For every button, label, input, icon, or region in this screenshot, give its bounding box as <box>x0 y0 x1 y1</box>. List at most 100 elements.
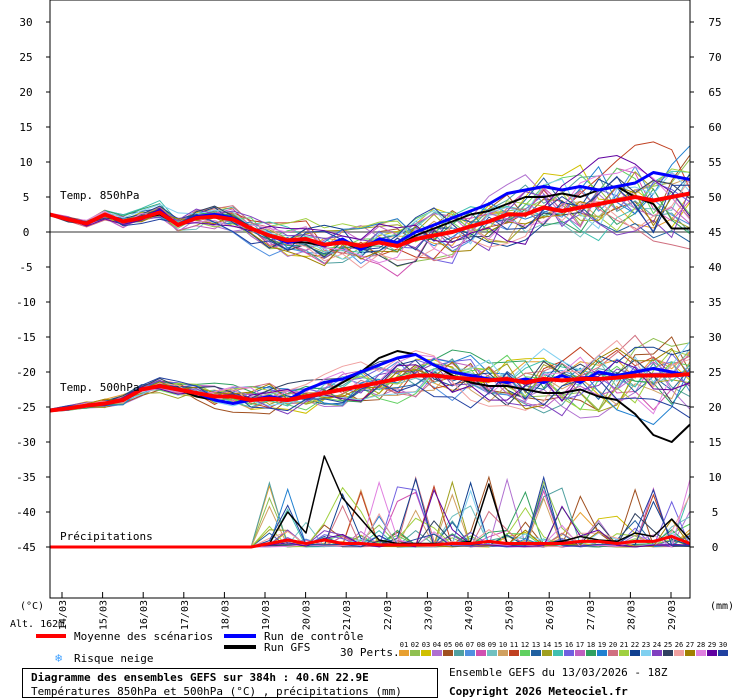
chart-axes: 302520151050-5-10-15-20-25-30-35-40-45(°… <box>10 0 734 630</box>
legend-pert-swatch <box>597 650 607 656</box>
x-tick-label: 29/03 <box>667 600 678 630</box>
left-tick-label: 0 <box>23 226 30 239</box>
pert-line-500 <box>49 359 691 411</box>
mean-line-precip <box>50 535 691 549</box>
legend-pert-swatch <box>399 650 409 656</box>
legend-pert-swatch <box>421 650 431 656</box>
legend-pert-swatch <box>685 650 695 656</box>
left-tick-label: -10 <box>16 296 36 309</box>
x-tick-label: 28/03 <box>626 600 637 630</box>
left-tick-label: -30 <box>16 436 36 449</box>
legend-pert-number: 15 <box>554 641 562 649</box>
left-tick-label: -35 <box>16 471 36 484</box>
x-tick-label: 21/03 <box>342 600 353 630</box>
pert-line-850 <box>49 170 691 253</box>
legend-control-label: Run de contrôle <box>264 630 363 643</box>
legend-pert-swatch <box>542 650 552 656</box>
altitude-label: Alt. 162m <box>10 619 64 630</box>
legend-pert-number: 02 <box>411 641 419 649</box>
x-tick-label: 18/03 <box>220 600 231 630</box>
pert-line-850 <box>49 158 691 267</box>
legend-pert-number: 27 <box>686 641 694 649</box>
legend-pert-swatch <box>652 650 662 656</box>
legend-pert-swatch <box>619 650 629 656</box>
legend-pert-swatch <box>674 650 684 656</box>
legend-gfs-label: Run GFS <box>264 641 310 654</box>
legend-pert-number: 17 <box>576 641 584 649</box>
right-tick-label: 10 <box>708 471 721 484</box>
legend-pert-number: 09 <box>488 641 496 649</box>
right-tick-label: 75 <box>708 16 721 29</box>
mean-line-850 <box>49 191 691 248</box>
right-tick-label: 65 <box>708 86 721 99</box>
x-tick-label: 25/03 <box>505 600 516 630</box>
legend-pert-number: 06 <box>455 641 463 649</box>
legend-pert-swatch <box>498 650 508 656</box>
right-tick-label: 70 <box>708 51 721 64</box>
legend-pert-number: 29 <box>708 641 716 649</box>
left-tick-label: -45 <box>16 541 36 554</box>
right-tick-label: 30 <box>708 331 721 344</box>
main-run-lines <box>49 171 691 549</box>
legend-pert-swatch <box>443 650 453 656</box>
pert-line-500 <box>49 346 691 413</box>
legend-pert-number: 26 <box>675 641 683 649</box>
footer-subtitle: Températures 850hPa et 500hPa (°C) , pré… <box>31 685 402 698</box>
x-tick-label: 19/03 <box>261 600 272 630</box>
chart-legend: Moyenne des scénarios Run de contrôleRun … <box>36 630 728 665</box>
snowflake-icon: ❄ <box>55 651 62 665</box>
legend-pert-number: 19 <box>598 641 606 649</box>
pert-line-850 <box>49 154 691 245</box>
left-tick-label: -20 <box>16 366 36 379</box>
legend-pert-number: 16 <box>565 641 573 649</box>
legend-pert-swatch <box>509 650 519 656</box>
label-t500: Temp. 500hPa <box>60 381 139 394</box>
footer-title: Diagramme des ensembles GEFS sur 384h : … <box>31 671 369 684</box>
pert-line-500 <box>49 339 691 412</box>
perturbation-lines <box>49 141 691 548</box>
legend-pert-swatch <box>608 650 618 656</box>
x-tick-label: 15/03 <box>99 600 110 630</box>
x-tick-label: 22/03 <box>383 600 394 630</box>
left-tick-label: -5 <box>19 261 32 274</box>
legend-pert-number: 10 <box>499 641 507 649</box>
ensemble-info: Ensemble GEFS du 13/03/2026 - 18Z <box>449 666 668 679</box>
legend-pert-number: 13 <box>532 641 540 649</box>
legend-pert-swatch <box>476 650 486 656</box>
pert-line-500 <box>49 347 691 411</box>
legend-perts-label: 30 Perts. <box>340 646 400 659</box>
left-tick-label: -25 <box>16 401 36 414</box>
legend-pert-number: 25 <box>664 641 672 649</box>
left-tick-label: 20 <box>19 86 32 99</box>
legend-pert-swatch <box>718 650 728 656</box>
left-tick-label: 30 <box>19 16 32 29</box>
legend-pert-swatch <box>696 650 706 656</box>
left-tick-label: -15 <box>16 331 36 344</box>
legend-pert-number: 12 <box>521 641 529 649</box>
legend-pert-swatch <box>520 650 530 656</box>
right-tick-label: 60 <box>708 121 721 134</box>
right-tick-label: 50 <box>708 191 721 204</box>
legend-mean-label: Moyenne des scénarios <box>74 630 213 643</box>
left-tick-label: 5 <box>23 191 30 204</box>
x-tick-label: 27/03 <box>586 600 597 630</box>
legend-pert-number: 14 <box>543 641 551 649</box>
label-t850: Temp. 850hPa <box>60 189 139 202</box>
legend-pert-swatch <box>663 650 673 656</box>
left-axis-unit: (°C) <box>20 601 44 612</box>
legend-pert-swatch <box>410 650 420 656</box>
legend-pert-swatch <box>531 650 541 656</box>
pert-line-850 <box>49 190 691 262</box>
mean-line-500 <box>49 372 691 413</box>
legend-pert-number: 01 <box>400 641 408 649</box>
right-tick-label: 20 <box>708 401 721 414</box>
legend-pert-number: 30 <box>719 641 727 649</box>
copyright: Copyright 2026 Meteociel.fr <box>449 685 628 698</box>
legend-pert-swatch <box>586 650 596 656</box>
legend-pert-swatch <box>630 650 640 656</box>
legend-pert-number: 05 <box>444 641 452 649</box>
plot-frame <box>49 0 691 599</box>
legend-pert-number: 28 <box>697 641 705 649</box>
legend-pert-number: 03 <box>422 641 430 649</box>
legend-pert-swatch <box>432 650 442 656</box>
